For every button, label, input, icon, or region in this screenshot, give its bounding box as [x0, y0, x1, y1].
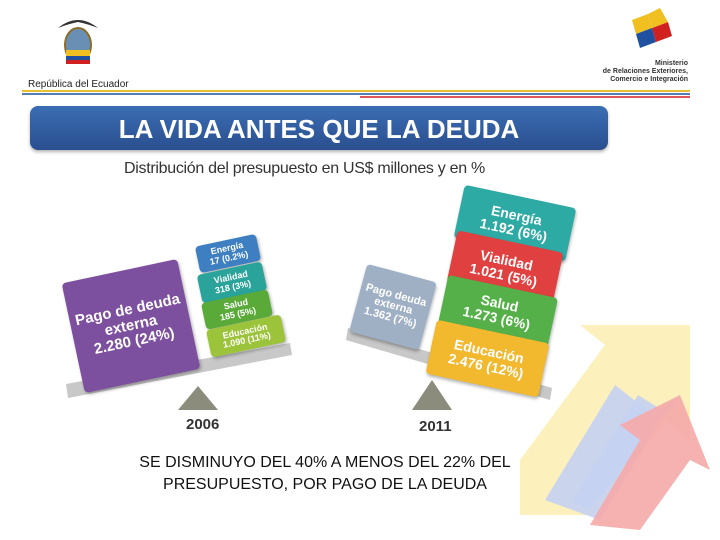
caption-line: PRESUPUESTO, POR PAGO DE LA DEUDA — [163, 476, 487, 493]
slide-title: LA VIDA ANTES QUE LA DEUDA — [118, 114, 520, 144]
coat-of-arms — [58, 20, 98, 64]
budget-box: Pago de deuda externa 2.280 (24%) — [61, 258, 201, 394]
caption: SE DISMINUYO DEL 40% A MENOS DEL 22% DEL… — [60, 452, 590, 496]
caption-line: SE DISMINUYO DEL 40% A MENOS DEL 22% DEL — [139, 454, 511, 471]
ministry-label: Ministerio de Relaciones Exteriores, Comer… — [603, 60, 688, 84]
year-label: 2006 — [186, 416, 220, 433]
ministry-line: de Relaciones Exteriores, — [602, 68, 688, 76]
ministry-line: Comercio e Integración — [610, 76, 688, 84]
subtitle: Distribución del presupuesto en US$ mill… — [124, 160, 485, 177]
ministry-logo — [632, 8, 672, 48]
ministry-line: Ministerio — [654, 60, 688, 67]
country-label: República del Ecuador — [28, 79, 129, 90]
title-banner: LA VIDA ANTES QUE LA DEUDA — [30, 106, 608, 150]
year-label: 2011 — [419, 418, 452, 435]
